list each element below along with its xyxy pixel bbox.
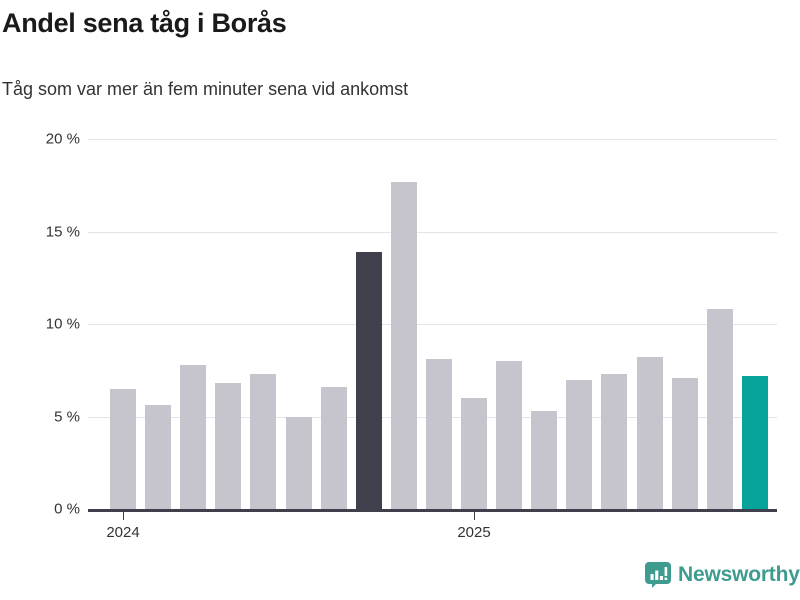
bar <box>601 373 628 509</box>
gridline <box>88 231 777 233</box>
gridline <box>88 324 777 325</box>
y-axis-tick-label: 0 % <box>54 500 80 518</box>
bar <box>636 357 663 509</box>
bar <box>531 410 558 509</box>
logo-text: Newsworthy <box>678 563 800 586</box>
bar <box>320 386 347 509</box>
y-axis-tick-label: 10 % <box>45 315 80 333</box>
bar <box>180 364 207 509</box>
page-title: Andel sena tåg i Borås <box>2 8 287 38</box>
x-axis-line <box>88 509 777 512</box>
bar <box>671 377 698 509</box>
bar <box>355 251 382 509</box>
y-axis-tick-label: 15 % <box>45 223 80 240</box>
x-axis-tick-label: 2024 <box>106 524 140 541</box>
y-axis-tick-label: 20 % <box>45 130 80 148</box>
bar-chart-bubble-icon <box>645 562 671 588</box>
newsworthy-logo: Newsworthy <box>645 562 800 588</box>
x-axis-tick-mark <box>123 512 124 520</box>
bar <box>145 405 172 509</box>
x-axis-tick-mark <box>474 512 475 520</box>
bar <box>566 379 593 509</box>
bar <box>285 416 312 509</box>
chart-subtitle: Tåg som var mer än fem minuter sena vid … <box>2 79 409 99</box>
bar <box>390 181 417 509</box>
x-axis-tick-label: 2025 <box>457 524 491 541</box>
bar <box>741 375 768 509</box>
bar <box>496 361 523 509</box>
bar <box>461 398 487 509</box>
gridline <box>88 139 777 140</box>
y-axis-tick-label: 5 % <box>54 408 80 425</box>
bar <box>425 359 452 509</box>
bar <box>706 309 733 509</box>
bar <box>110 388 136 509</box>
bar <box>215 383 242 509</box>
bar <box>250 373 277 509</box>
